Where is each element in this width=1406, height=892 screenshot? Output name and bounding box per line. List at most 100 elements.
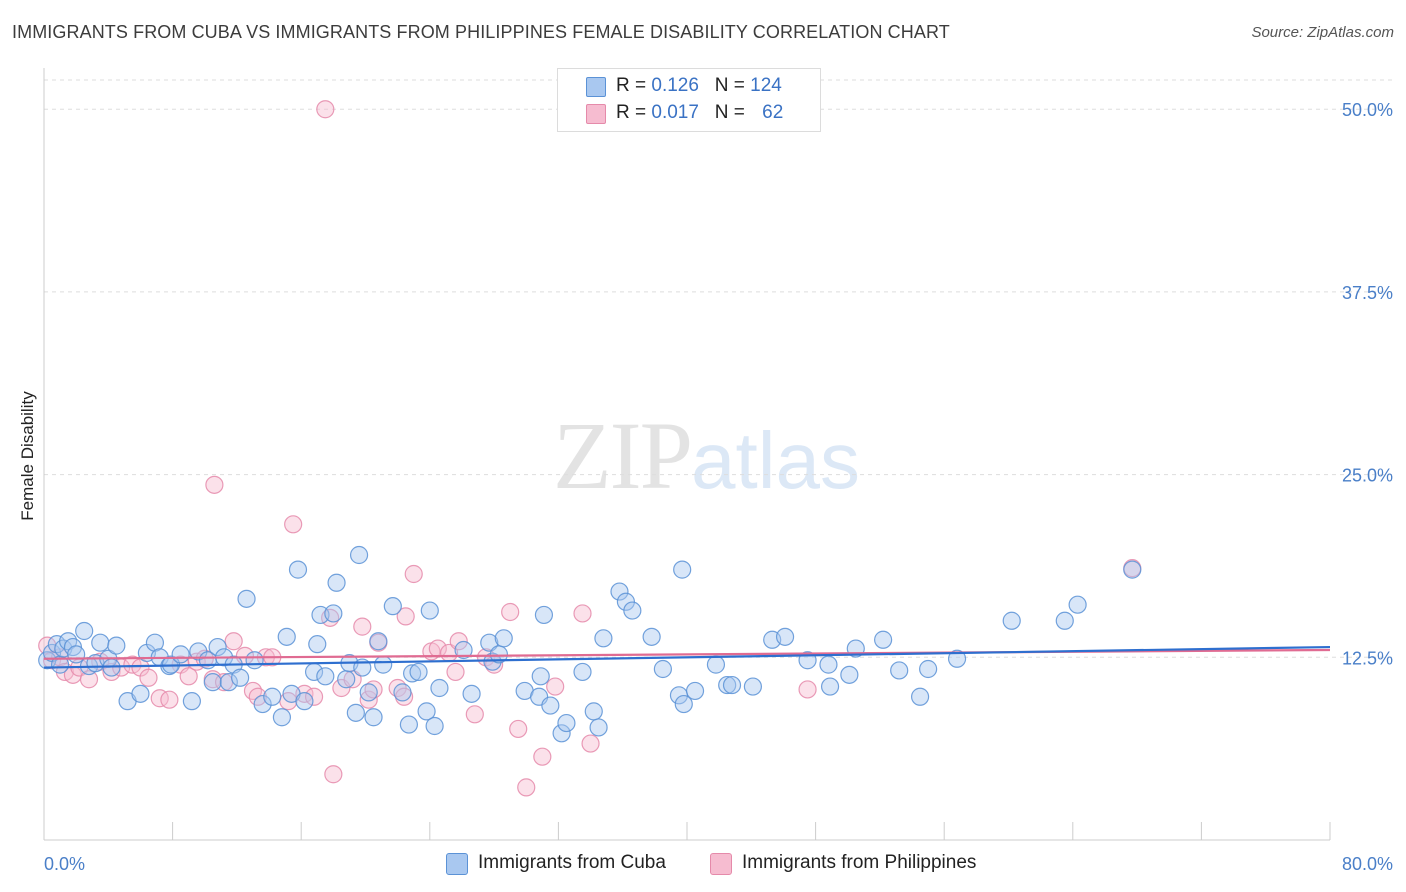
cuba-point — [454, 640, 473, 660]
cuba-point — [1002, 611, 1021, 630]
cuba-point — [947, 649, 967, 668]
cuba-point — [316, 667, 335, 686]
cuba-point — [349, 545, 369, 565]
cuba-point — [383, 597, 402, 616]
cuba-point — [1123, 560, 1142, 579]
bottom-legend-philippines: Immigrants from Philippines — [742, 852, 977, 873]
watermark-zip: ZIP — [553, 402, 693, 509]
cuba-point — [364, 708, 383, 727]
cuba-point — [369, 632, 388, 651]
philippines-point — [533, 747, 552, 766]
cuba-point — [840, 665, 859, 684]
cuba-point — [610, 582, 629, 601]
cuba-point — [245, 651, 264, 670]
cuba-point — [584, 702, 603, 721]
y-tick-label: 37.5% — [1342, 283, 1393, 303]
cuba-point — [819, 655, 838, 674]
cuba-point — [706, 655, 726, 674]
philippines-point — [501, 602, 520, 622]
cuba-point — [425, 716, 444, 736]
cuba-point — [253, 694, 272, 714]
cuba-point — [462, 684, 481, 703]
cuba-point — [552, 724, 571, 743]
y-tick-label: 12.5% — [1342, 648, 1393, 668]
cuba-point — [775, 627, 795, 646]
cuba-point — [653, 659, 672, 679]
cuba-point — [910, 687, 930, 706]
philippines-point — [581, 734, 600, 753]
cuba-point — [531, 667, 550, 686]
philippines-point — [79, 670, 99, 689]
philippines-point — [446, 662, 465, 682]
cuba-point — [494, 629, 513, 648]
philippines-point — [160, 690, 179, 709]
legend-r-value-cuba: 0.126 — [651, 75, 699, 96]
cuba-point — [874, 630, 893, 649]
cuba-point — [182, 692, 201, 711]
philippines-point — [243, 681, 263, 701]
cuba-point — [346, 703, 365, 722]
philippines-point — [324, 765, 343, 784]
cuba-point — [107, 636, 126, 655]
x-tick-label-max: 80.0% — [1342, 854, 1393, 874]
cuba-point — [890, 661, 909, 680]
bottom-legend-swatch-cuba — [446, 853, 468, 875]
tick-labels: 12.5% 25.0% 37.5% 50.0% 0.0% 80.0% Female Disa… — [18, 100, 1393, 874]
cuba-point — [359, 683, 378, 702]
cuba-point — [674, 694, 693, 714]
cuba-trend-line — [43, 645, 1331, 669]
chart-title: IMMIGRANTS FROM CUBA VS IMMIGRANTS FROM … — [12, 22, 950, 42]
cuba-point — [231, 668, 250, 687]
legend-r-label-cuba: R = — [616, 75, 652, 96]
philippines-point — [316, 100, 335, 119]
philippines-point — [139, 668, 158, 687]
cuba-point — [541, 696, 560, 715]
cuba-point — [393, 683, 412, 702]
philippines-point — [284, 515, 303, 534]
philippines-point — [465, 705, 484, 724]
cuba-point — [208, 637, 227, 657]
cuba-point — [91, 633, 110, 652]
cuba-point — [417, 702, 436, 721]
y-tick-label: 25.0% — [1342, 466, 1393, 486]
cuba-point — [337, 670, 356, 689]
cuba-point — [237, 589, 256, 608]
cuba-point — [919, 659, 938, 679]
philippines-point — [179, 667, 198, 686]
cuba-point — [145, 633, 165, 652]
philippines-point — [509, 719, 528, 739]
watermark: ZIPatlas — [553, 400, 860, 511]
cuba-point — [399, 715, 419, 734]
philippines-point — [224, 632, 243, 651]
cuba-point — [219, 673, 238, 692]
philippines-point — [353, 617, 372, 636]
cuba-point — [409, 662, 428, 682]
cuba-point — [557, 713, 576, 733]
cuba-point — [263, 687, 282, 706]
cuba-point — [203, 673, 222, 692]
cuba-point — [324, 604, 343, 623]
watermark-atlas: atlas — [691, 416, 860, 505]
cuba-point — [277, 627, 296, 646]
legend-row-cuba: R = 0.126 N = 124 — [616, 75, 782, 101]
legend-r-label-philippines: R = — [616, 102, 652, 123]
cuba-points — [38, 545, 1142, 743]
philippines-point — [449, 632, 468, 651]
cuba-point — [308, 635, 327, 654]
cuba-point — [272, 708, 292, 727]
philippines-point — [205, 475, 224, 494]
cuba-point — [59, 632, 78, 651]
philippines-point — [304, 687, 324, 706]
trend-lines — [43, 645, 1331, 669]
cuba-point — [534, 605, 554, 625]
cuba-point — [295, 692, 314, 711]
cuba-point — [420, 601, 439, 620]
axis-layer — [43, 68, 1331, 841]
cuba-point — [820, 677, 840, 696]
cuba-point — [1055, 611, 1074, 630]
cuba-point — [75, 621, 94, 641]
philippines-point — [517, 778, 536, 797]
cuba-point — [483, 652, 502, 671]
legend-n-value-philippines: 62 — [762, 102, 784, 123]
